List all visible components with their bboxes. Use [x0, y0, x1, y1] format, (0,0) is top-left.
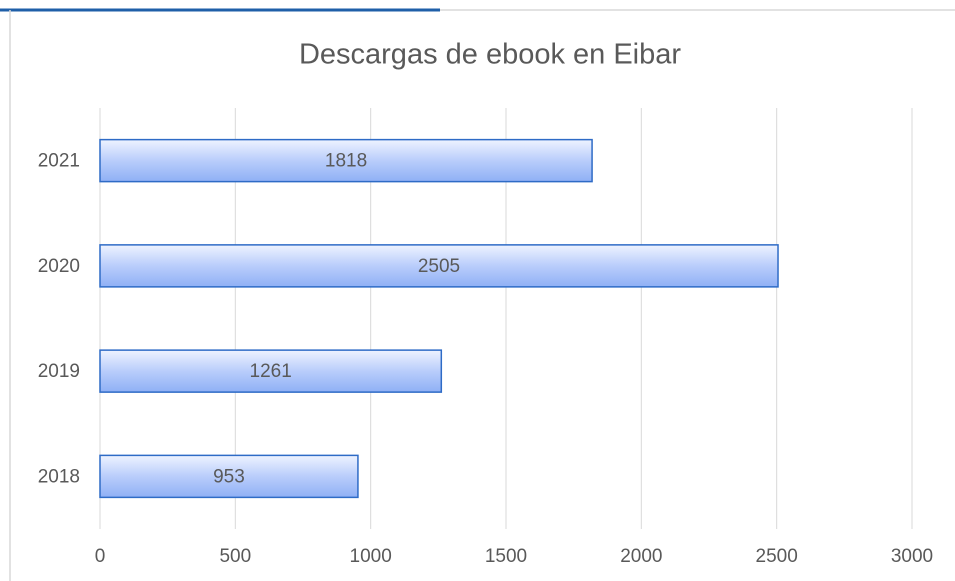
data-label: 1261	[250, 361, 292, 382]
y-tick-label: 2019	[38, 361, 80, 382]
chart-title: Descargas de ebook en Eibar	[299, 39, 681, 71]
x-tick-label: 1000	[350, 546, 392, 567]
x-tick-label: 500	[219, 546, 251, 567]
data-label: 953	[213, 466, 245, 487]
y-tick-label: 2020	[38, 256, 80, 277]
x-tick-label: 1500	[485, 546, 527, 567]
bar	[99, 454, 359, 499]
bar	[99, 244, 779, 288]
bar	[99, 138, 593, 183]
bar	[99, 349, 443, 393]
x-tick-label: 3000	[891, 546, 933, 567]
y-tick-label: 2021	[38, 151, 80, 172]
data-label: 2505	[418, 256, 460, 277]
x-tick-label: 2500	[756, 546, 798, 567]
x-tick-label: 2000	[620, 546, 662, 567]
x-tick-label: 0	[95, 546, 106, 567]
data-label: 1818	[325, 151, 367, 172]
y-tick-label: 2018	[38, 466, 80, 487]
